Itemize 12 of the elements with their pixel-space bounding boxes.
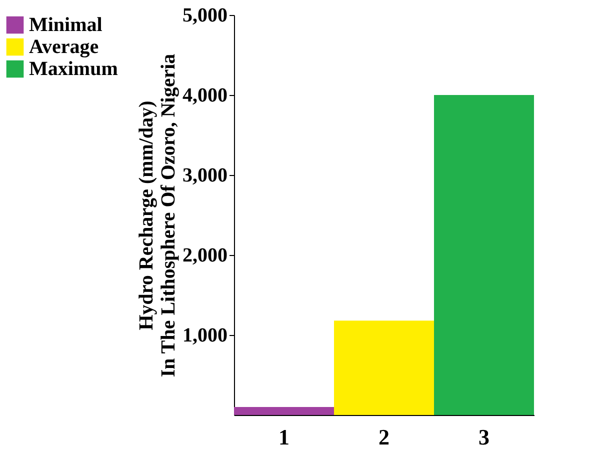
y-tick-label: 2,000 [182, 244, 228, 266]
legend-label: Minimal [29, 14, 103, 36]
legend-label: Average [29, 36, 99, 58]
legend-label: Maximum [29, 58, 118, 80]
y-tick-label: 3,000 [182, 164, 228, 186]
x-tick-label: 3 [478, 424, 490, 450]
y-tick-label: 1,000 [182, 324, 228, 346]
x-tick-label: 1 [278, 424, 290, 450]
y-axis-title: Hydro Recharge (mm/day) In The Lithosphere Of Ozoro, Nigeria [136, 54, 180, 378]
y-tick-label: 4,000 [182, 84, 228, 106]
x-tick-label: 2 [378, 424, 390, 450]
y-tick-label: 5,000 [182, 4, 228, 26]
